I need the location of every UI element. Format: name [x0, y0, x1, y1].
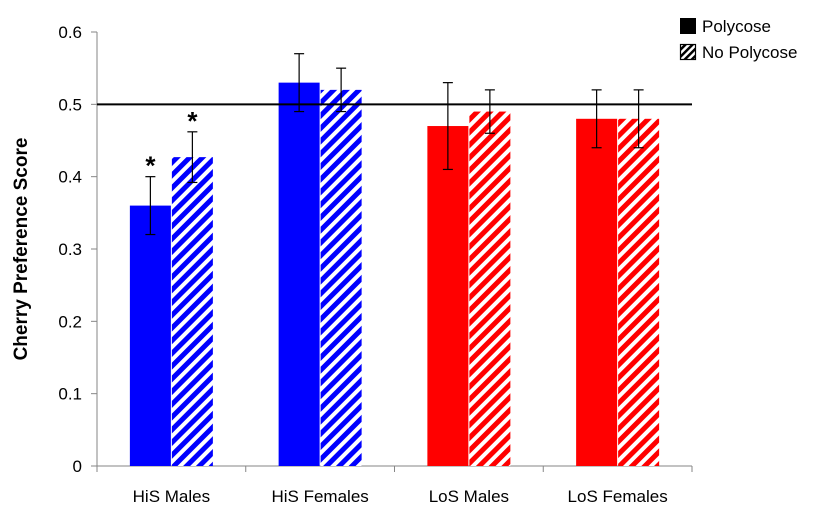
x-tick-label: HiS Males	[133, 487, 210, 506]
legend-label: No Polycose	[702, 43, 797, 62]
y-tick-label: 0.5	[58, 95, 82, 114]
bar-his-females-no-polycose	[320, 89, 362, 466]
x-tick-label: HiS Females	[271, 487, 368, 506]
bar-his-males-no-polycose	[171, 157, 213, 467]
bar-los-males-polycose	[427, 126, 469, 467]
bar-los-females-polycose	[576, 118, 618, 467]
significance-marker: *	[145, 151, 156, 181]
y-tick-label: 0.2	[58, 312, 82, 331]
y-axis-title: Cherry Preference Score	[11, 138, 32, 361]
y-tick-label: 0.3	[58, 240, 82, 259]
bar-his-females-polycose	[278, 82, 320, 466]
y-tick-label: 0	[73, 457, 82, 476]
x-tick-label: LoS Males	[429, 487, 509, 506]
y-tick-label: 0.4	[58, 168, 82, 187]
legend-swatch-no-polycose	[679, 43, 697, 61]
bar-his-males-polycose	[129, 205, 171, 466]
significance-marker: *	[187, 106, 198, 136]
legend-label: Polycose	[702, 17, 771, 36]
plot-area: 0 0.1 0.2 0.3 0.4 0.5 0.6 * * HiS Males HiS Female…	[58, 23, 693, 506]
y-tick-label: 0.1	[58, 385, 82, 404]
legend-swatch-polycose	[680, 18, 696, 34]
bar-los-males-no-polycose	[469, 111, 511, 467]
y-tick-label: 0.6	[58, 23, 82, 42]
bar-los-females-no-polycose	[618, 118, 660, 467]
legend: Polycose No Polycose	[679, 17, 797, 62]
x-tick-label: LoS Females	[568, 487, 668, 506]
